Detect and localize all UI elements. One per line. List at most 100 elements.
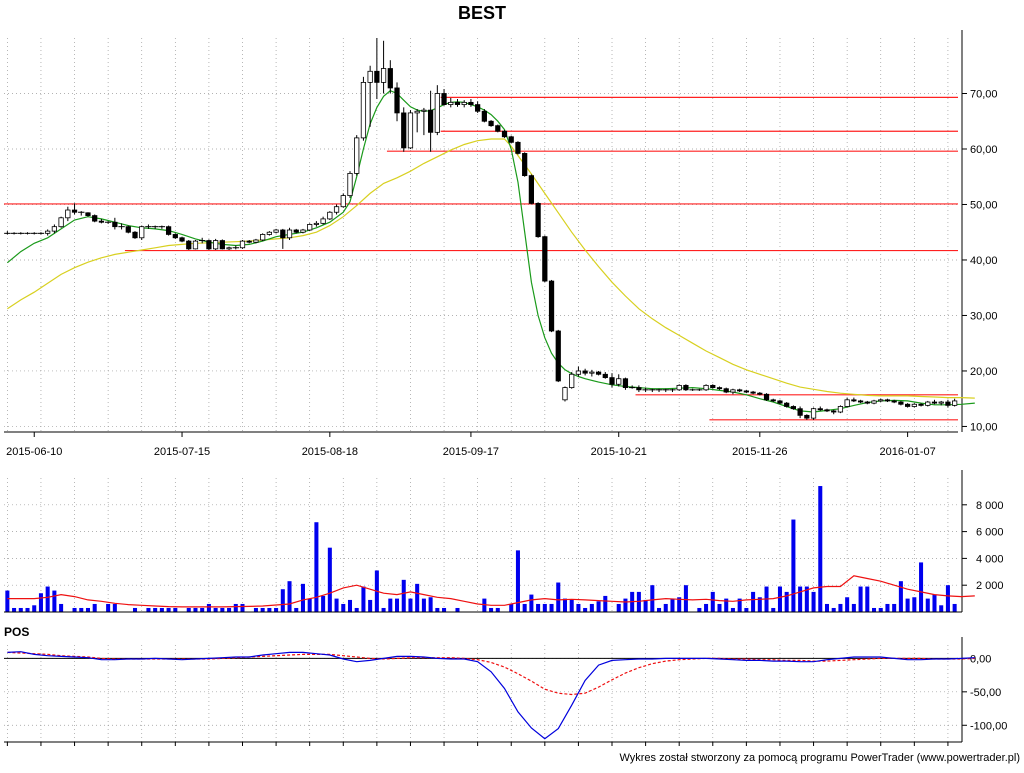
volume-bar [677,597,682,612]
candle-body [280,229,286,239]
candle-body [770,399,776,402]
volume-bar [240,603,245,612]
volume-bar [5,590,10,612]
candle-body [293,229,299,233]
candle-body [878,399,884,402]
volume-bar [79,607,84,612]
volume-bar [334,598,339,612]
candle-body [555,330,561,382]
candle-body [542,236,548,282]
volume-bar [724,598,729,612]
volume-bar [267,607,272,612]
candle-body [414,110,420,114]
volume-bar [892,603,897,612]
candle-body [804,414,810,419]
volume-bar [549,603,554,612]
volume-y-tick-label: 4 000 [976,553,1004,565]
volume-bar [166,607,171,612]
candle-body [636,387,642,391]
volume-y-tick-label: 2 000 [976,580,1004,592]
volume-bar [428,597,433,612]
candle-body [616,378,622,385]
candle-body [92,215,98,222]
volume-bar [905,598,910,612]
candle-body [427,109,434,133]
volume-bar [354,607,359,612]
volume-bar [932,594,937,612]
volume-bar [616,603,621,612]
volume-bar [193,607,198,612]
volume-bar [898,581,903,612]
volume-bar [321,595,326,612]
volume-bar [435,607,440,612]
candle-body [622,378,629,389]
candle-body [58,217,64,228]
price-y-tick-label: 20,00 [970,366,998,378]
pos-panel: 0,00 -50,00 -100,00 [4,637,1007,746]
volume-bar [495,607,500,612]
volume-moving-average-line [7,575,975,608]
candle-body [797,408,803,416]
candle-body [45,230,51,234]
volume-bar [683,585,688,612]
candle-body [354,137,360,174]
candle-body [206,240,212,250]
volume-bar [200,607,205,612]
volume-bar [757,597,762,612]
candle-body [837,406,844,413]
price-x-tick-label: 2015-11-26 [732,446,787,458]
candle-body [589,371,595,374]
volume-bar [233,603,238,612]
volume-bar [280,589,285,612]
candle-body [703,384,709,391]
volume-bar [361,586,366,612]
candle-body [307,224,313,231]
candle-body [784,402,790,407]
candle-body [925,401,931,406]
candle-body [851,399,857,402]
candle-body [595,371,602,375]
candle-body [85,212,91,216]
volume-bar [260,607,265,612]
candle-body [757,392,763,395]
volume-bar [804,586,809,612]
candle-body [931,401,938,404]
candle-body [347,173,353,197]
candle-body [777,400,783,404]
volume-bar [952,603,957,612]
candle-body [609,377,615,385]
price-y-tick-label: 50,00 [970,199,998,211]
candle-body [904,403,911,407]
volume-bar [388,598,393,612]
price-y-tick-label: 40,00 [970,255,998,267]
volume-bar [751,591,756,612]
volume-bar [542,603,547,612]
candle-body [495,125,501,132]
volume-bar [408,598,413,612]
volume-bar [515,550,520,612]
volume-bar [509,603,514,612]
volume-bar [153,607,158,612]
volume-bar [347,599,353,612]
volume-bar [186,607,191,612]
volume-bar [32,605,37,612]
candle-body [676,384,682,391]
price-x-tick-label: 2015-09-17 [443,446,499,458]
volume-bar [919,562,924,612]
candle-body [219,240,225,250]
volume-bar [885,603,890,612]
volume-bar [589,603,594,612]
volume-bar [737,598,742,612]
candle-body [750,391,756,394]
volume-bar [341,603,346,612]
price-x-tick-label: 2015-08-18 [302,446,358,458]
candle-body [192,240,199,250]
volume-bar [220,607,225,612]
candle-body [898,401,904,405]
volume-bar [872,607,877,612]
candle-body [945,401,951,406]
candle-body [132,231,138,239]
volume-bar [59,603,64,612]
candle-body [582,370,588,374]
